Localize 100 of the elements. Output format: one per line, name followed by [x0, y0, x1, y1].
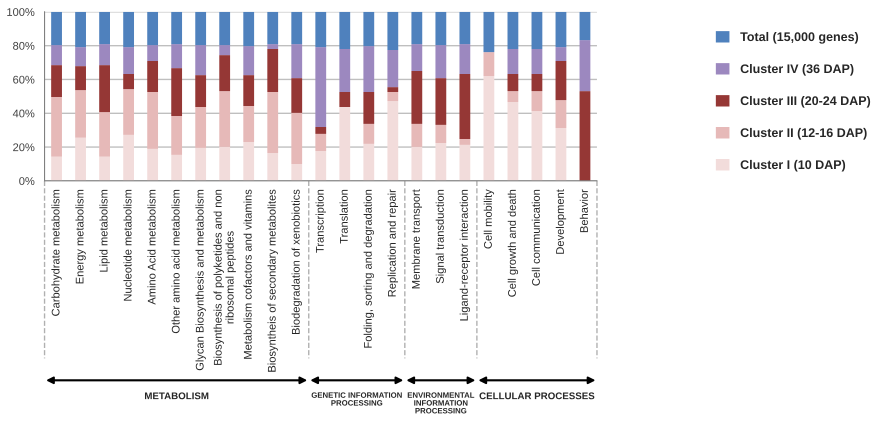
- bar: [171, 44, 182, 68]
- bar: [51, 45, 62, 66]
- bar: [363, 124, 374, 144]
- y-tick-label: 40%: [12, 110, 34, 118]
- bar: [363, 12, 374, 46]
- bar: [459, 74, 470, 139]
- bar: [267, 49, 278, 92]
- bar: [483, 52, 494, 76]
- legend-label: Total (15,000 genes): [740, 32, 858, 44]
- x-tick-label: Other amino acid metabolism: [171, 190, 180, 334]
- bar: [411, 44, 422, 72]
- bar: [435, 12, 446, 46]
- bar: [459, 138, 470, 145]
- bar: [243, 142, 254, 181]
- bar: [459, 12, 470, 44]
- bar: [147, 12, 158, 46]
- x-tick-label: Glycan Biosynthesis and metabolism: [195, 190, 206, 370]
- bar: [51, 65, 62, 98]
- x-tick-label: Biodegradation of xenobiotics: [292, 190, 302, 334]
- x-tick-label: Metabolism cofactors and vitamins: [244, 190, 252, 359]
- bar: [99, 112, 110, 157]
- x-tick-label: Carbohydrate metabolism: [51, 190, 62, 316]
- y-tick-label: 60%: [13, 76, 34, 84]
- bar: [315, 126, 326, 134]
- bar: [315, 47, 326, 127]
- y-tick-label: 80%: [13, 42, 34, 50]
- bar: [556, 61, 566, 100]
- bar: [483, 12, 494, 52]
- bar: [459, 44, 470, 74]
- bar: [556, 128, 566, 181]
- bar: [291, 112, 302, 164]
- bar: [291, 12, 302, 44]
- bar: [123, 12, 134, 48]
- bar: [195, 107, 206, 148]
- bar: [267, 152, 278, 181]
- bar: [411, 124, 422, 147]
- legend-label: Cluster III (20-24 DAP): [740, 96, 870, 108]
- bar: [147, 148, 158, 181]
- bar: [147, 45, 158, 62]
- bar: [171, 68, 182, 116]
- x-tick-label: Lipid metabolism: [99, 190, 110, 272]
- x-tick-label: Cell mobility: [484, 189, 494, 249]
- bar: [219, 91, 230, 147]
- bar: [580, 91, 590, 181]
- bar: [387, 87, 398, 92]
- bar: [556, 100, 566, 128]
- bar: [123, 47, 134, 74]
- x-tick-label: Ligand-receptor interaction: [460, 190, 470, 320]
- bar: [411, 146, 422, 181]
- bar: [387, 101, 398, 181]
- bar: [75, 138, 86, 181]
- bar: [195, 45, 206, 76]
- y-tick-label: 0%: [19, 177, 34, 186]
- y-tick-label: 100%: [7, 8, 34, 16]
- bar: [387, 92, 398, 102]
- bar: [339, 107, 350, 181]
- x-tick-label: Behavior: [580, 189, 588, 232]
- bar: [147, 92, 158, 149]
- x-tick-label: Membrane transport: [412, 189, 422, 288]
- bar: [508, 49, 518, 74]
- bar: [171, 116, 182, 155]
- bar: [195, 75, 206, 108]
- bar: [580, 40, 590, 92]
- bar: [51, 156, 62, 181]
- bar: [532, 49, 542, 74]
- bar: [411, 71, 422, 124]
- bar: [99, 12, 110, 44]
- bar: [123, 89, 134, 135]
- bar: [532, 111, 542, 181]
- bar: [339, 92, 350, 108]
- x-tick-label: Nucleotide metabolism: [123, 190, 132, 301]
- bar: [363, 144, 374, 181]
- x-tick-label: Biosynthesis of polyketides and non ribosomal peptides: [214, 190, 236, 365]
- bar: [435, 143, 446, 181]
- x-tick-label: Transcription: [316, 190, 326, 253]
- bar: [147, 61, 158, 92]
- bar: [51, 97, 62, 157]
- bar: [291, 78, 302, 113]
- bar: [243, 46, 254, 76]
- x-tick-label: Signal transduction: [436, 190, 446, 284]
- bar: [219, 12, 230, 46]
- bar: [195, 148, 206, 181]
- bar: [315, 12, 326, 48]
- bar: [219, 45, 230, 56]
- x-tick-label: Replication and repair: [388, 189, 398, 296]
- x-tick-label: Energy metabolism: [75, 190, 86, 284]
- text: METABOLISM: [144, 392, 208, 400]
- bar: [75, 90, 86, 138]
- legend-label: Cluster I (10 DAP): [740, 160, 846, 172]
- bar: [75, 66, 86, 90]
- bar: [435, 78, 446, 125]
- bar: [267, 92, 278, 153]
- y-tick-label: 20%: [13, 143, 34, 152]
- x-tick-label: Translation: [340, 190, 348, 244]
- bar: [315, 134, 326, 151]
- bar: [532, 74, 542, 92]
- bar: [339, 49, 350, 92]
- bar: [243, 106, 254, 142]
- bar: [243, 12, 254, 46]
- bar: [459, 144, 470, 181]
